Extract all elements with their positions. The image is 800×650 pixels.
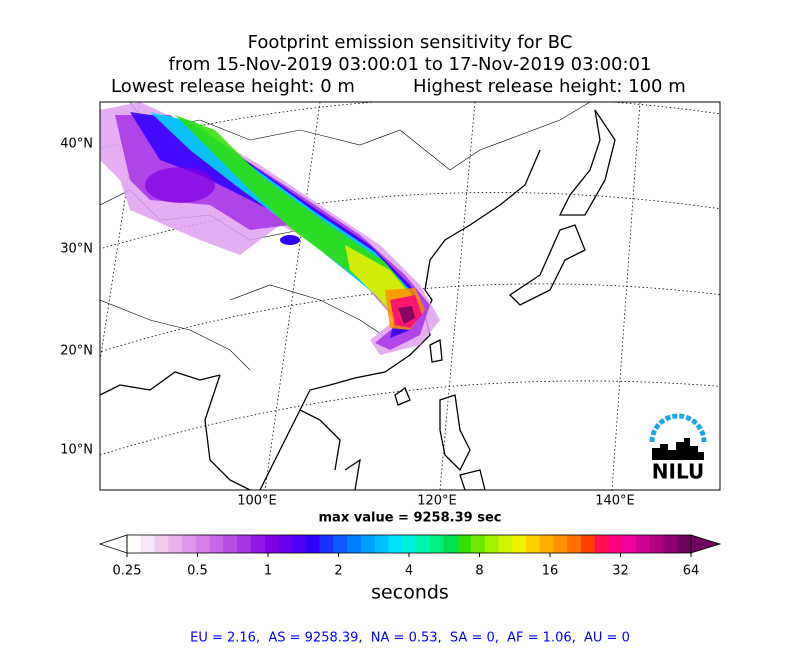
max-value: max value = 9258.39 sec bbox=[319, 511, 502, 526]
colorbar-swatch bbox=[292, 535, 307, 553]
colorbar-tick-label: 1 bbox=[264, 564, 272, 579]
logo-skyline bbox=[652, 438, 704, 460]
logo-text: NILU bbox=[652, 460, 704, 484]
colorbar-tick-label: 2 bbox=[334, 564, 342, 579]
coastline bbox=[508, 224, 586, 306]
colorbar-swatch bbox=[278, 535, 293, 553]
colorbar-swatch bbox=[402, 535, 417, 553]
colorbar-swatch bbox=[622, 535, 637, 553]
colorbar-swatch bbox=[635, 535, 651, 553]
colorbar-swatch bbox=[649, 535, 664, 553]
colorbar-swatch bbox=[580, 535, 596, 553]
colorbar-swatch bbox=[429, 535, 444, 553]
coastline bbox=[558, 109, 616, 216]
graticule bbox=[100, 283, 720, 353]
colorbar-swatch bbox=[388, 535, 403, 553]
colorbar-tick-label: 16 bbox=[542, 564, 559, 579]
colorbar-swatch bbox=[264, 535, 279, 553]
border bbox=[100, 299, 251, 371]
colorbar-swatch bbox=[127, 535, 142, 553]
colorbar-swatch bbox=[195, 535, 211, 553]
colorbar-swatch bbox=[237, 535, 252, 553]
colorbar-tick-label: 0.25 bbox=[113, 564, 142, 579]
colorbar-tick-label: 32 bbox=[612, 564, 629, 579]
colorbar-swatch bbox=[663, 535, 678, 553]
colorbar-swatch bbox=[608, 535, 623, 553]
colorbar-swatch bbox=[360, 535, 376, 553]
map-area bbox=[100, 102, 720, 490]
coastline bbox=[394, 387, 411, 406]
colorbar-swatch bbox=[250, 535, 266, 553]
title-lowest: Lowest release height: 0 m bbox=[111, 76, 355, 97]
colorbar-swatch bbox=[677, 535, 692, 553]
colorbar-tick-label: 4 bbox=[405, 564, 413, 579]
colorbar-tick-label: 8 bbox=[475, 564, 483, 579]
title-highest: Highest release height: 100 m bbox=[413, 76, 686, 97]
colorbar-swatch bbox=[539, 535, 554, 553]
colorbar: 0.25 0.5 1 2 4 8 16 32 64 bbox=[98, 534, 722, 579]
colorbar-swatch bbox=[305, 535, 321, 553]
colorbar-tick-label: 0.5 bbox=[187, 564, 208, 579]
lat-label: 40°N bbox=[60, 137, 93, 152]
coastline bbox=[429, 338, 443, 363]
colorbar-swatch bbox=[154, 535, 169, 553]
colorbar-extend bbox=[98, 534, 128, 554]
coastline bbox=[439, 394, 471, 472]
colorbar-swatch bbox=[319, 535, 334, 553]
colorbar-swatch bbox=[182, 535, 197, 553]
title-line: Footprint emission sensitivity for BC bbox=[248, 32, 573, 53]
lon-label: 100°E bbox=[237, 494, 277, 509]
footprint-contour bbox=[280, 235, 300, 245]
region-stats: EU = 2.16, AS = 9258.39, NA = 0.53, SA =… bbox=[190, 631, 630, 646]
colorbar-swatch bbox=[525, 535, 541, 553]
graticule bbox=[100, 192, 720, 250]
colorbar-swatch bbox=[484, 535, 499, 553]
colorbar-swatch bbox=[512, 535, 527, 553]
colorbar-swatch bbox=[470, 535, 486, 553]
colorbar-swatch bbox=[209, 535, 224, 553]
colorbar-swatch bbox=[347, 535, 362, 553]
graticule bbox=[719, 486, 720, 490]
colorbar-swatch bbox=[594, 535, 609, 553]
colorbar-tick-label: 64 bbox=[683, 564, 700, 579]
footprint-contour bbox=[145, 167, 215, 203]
colorbar-swatch bbox=[553, 535, 568, 553]
lat-label: 30°N bbox=[60, 242, 93, 257]
colorbar-swatch bbox=[457, 535, 472, 553]
map-frame bbox=[99, 101, 721, 491]
colorbar-swatch bbox=[567, 535, 582, 553]
colorbar-swatch bbox=[415, 535, 431, 553]
coastline bbox=[204, 374, 251, 490]
graticule bbox=[264, 102, 321, 490]
coastline bbox=[259, 409, 301, 490]
lon-label: 140°E bbox=[595, 494, 635, 509]
graticule bbox=[611, 102, 641, 490]
colorbar-swatch bbox=[498, 535, 513, 553]
colorbar-swatch bbox=[223, 535, 238, 553]
colorbar-swatch bbox=[374, 535, 389, 553]
title-line: from 15-Nov-2019 03:00:01 to 17-Nov-2019… bbox=[169, 54, 652, 75]
footprint-contour bbox=[130, 112, 425, 338]
colorbar-swatch bbox=[333, 535, 348, 553]
lat-label: 20°N bbox=[60, 344, 93, 359]
colorbar-swatch bbox=[443, 535, 458, 553]
graticule bbox=[100, 380, 720, 456]
colorbar-label: seconds bbox=[371, 582, 449, 604]
colorbar-swatch bbox=[168, 535, 183, 553]
logo-arc bbox=[649, 413, 707, 443]
lat-label: 10°N bbox=[60, 443, 93, 458]
footprint-contour bbox=[398, 306, 415, 324]
coastline bbox=[459, 469, 486, 490]
lon-label: 120°E bbox=[417, 494, 457, 509]
graticule bbox=[439, 102, 476, 490]
border bbox=[229, 284, 391, 341]
colorbar-extend bbox=[690, 534, 722, 554]
coastline bbox=[344, 458, 361, 490]
colorbar-swatch bbox=[140, 535, 156, 553]
coastline bbox=[100, 371, 221, 396]
